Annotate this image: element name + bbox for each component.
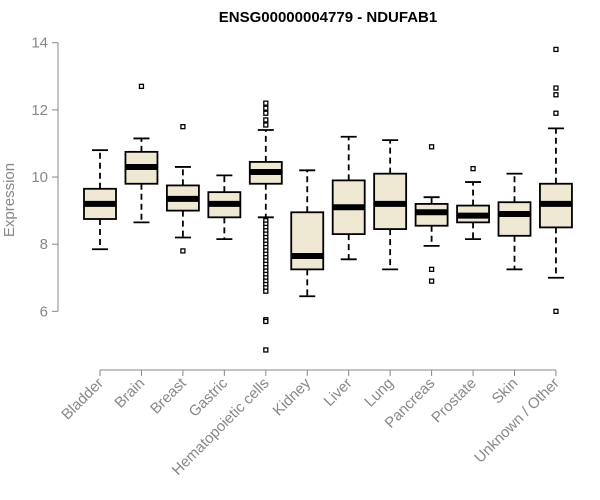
x-tick-label: Bladder (58, 375, 107, 424)
box-unknown-other (539, 46, 573, 314)
box-gastric (207, 174, 242, 241)
iqr-box (290, 211, 325, 271)
plot-area (83, 46, 573, 353)
outlier-point (263, 110, 269, 116)
outlier-point (553, 85, 559, 91)
y-tick-label: 10 (31, 169, 48, 186)
box-breast (165, 124, 200, 254)
outlier-point (180, 248, 186, 254)
outlier-point (263, 347, 269, 353)
outlier-point (263, 117, 269, 123)
y-tick-label: 8 (40, 236, 48, 253)
outlier-point (263, 105, 269, 111)
outlier-point (553, 110, 559, 116)
box-lung (373, 139, 408, 271)
x-tick-label: Kidney (270, 374, 315, 419)
box-bladder (83, 149, 117, 251)
x-tick-label: Breast (147, 374, 190, 417)
box-brain (124, 83, 159, 224)
y-tick-label: 12 (31, 102, 48, 119)
outlier-point (428, 266, 435, 273)
y-tick-label: 14 (31, 35, 48, 52)
outlier-point (428, 144, 435, 150)
chart-title: ENSG00000004779 - NDUFAB1 (219, 9, 437, 26)
y-axis-label: Expression (1, 163, 18, 237)
outlier-point (138, 83, 145, 90)
x-tick-label: Lung (361, 375, 397, 411)
iqr-box (497, 201, 532, 237)
outlier-point (428, 278, 435, 284)
box-prostate (456, 165, 490, 241)
x-tick-label: Prostate (428, 375, 480, 427)
y-tick-label: 6 (40, 303, 48, 320)
x-tick-label: Liver (321, 375, 356, 410)
x-tick-label: Brain (111, 375, 148, 412)
outlier-point (553, 92, 559, 98)
outlier-point (553, 46, 559, 53)
outlier-point (263, 318, 269, 325)
outlier-point (263, 288, 269, 294)
box-liver (331, 135, 366, 261)
box-hematopoietic-cells (248, 100, 283, 353)
box-skin (497, 172, 532, 271)
outlier-point (263, 100, 269, 106)
box-pancreas (414, 144, 449, 284)
outlier-point (180, 124, 186, 130)
x-tick-label: Skin (489, 375, 522, 408)
outlier-point (263, 122, 269, 128)
outlier-point (553, 308, 559, 314)
outlier-point (470, 165, 476, 172)
box-kidney (290, 169, 325, 298)
